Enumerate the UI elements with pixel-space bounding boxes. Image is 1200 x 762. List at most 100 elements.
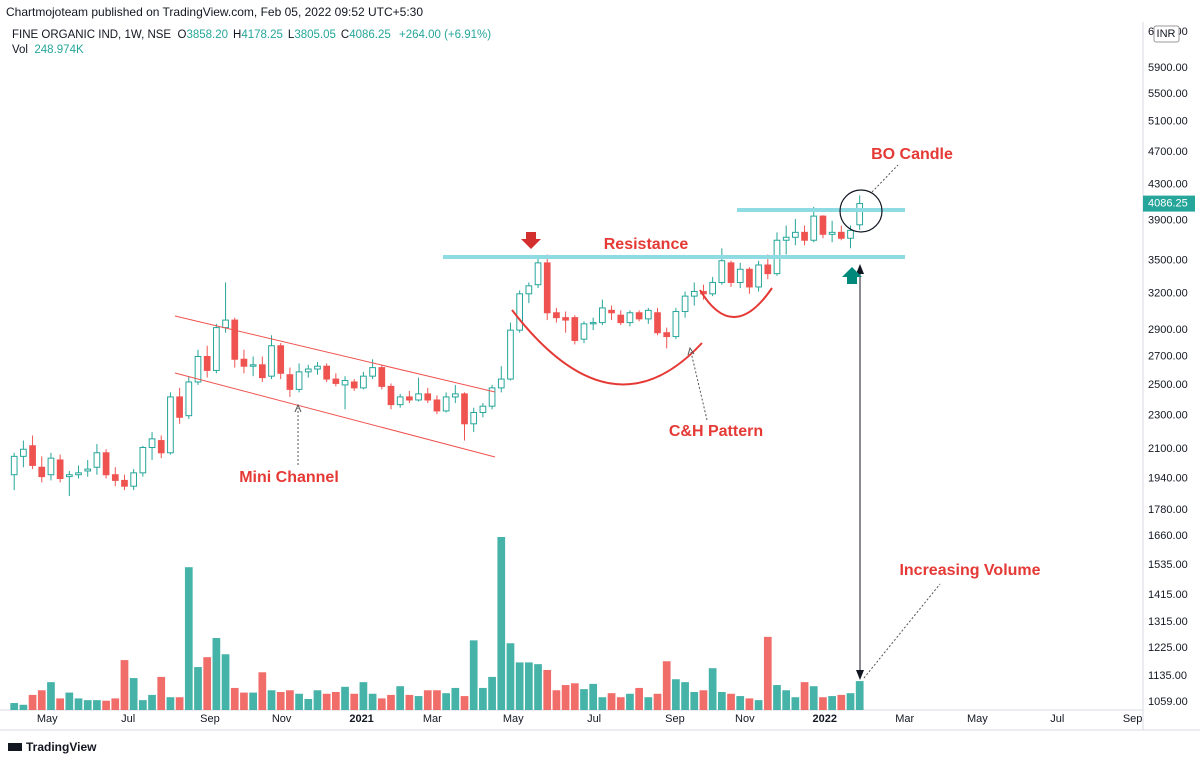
candle-body [589, 322, 597, 325]
annotation: Increasing Volume [899, 562, 1040, 579]
candle-body [433, 399, 441, 412]
y-tick-label: 2900.00 [1148, 324, 1188, 336]
y-tick-label: 1415.00 [1148, 589, 1188, 601]
field-value: 3805.05 [294, 29, 336, 41]
candle-body [516, 293, 524, 331]
volume-bar [423, 690, 432, 710]
volume-bar [276, 692, 285, 710]
volume-bar [414, 696, 423, 710]
x-tick-label: Mar [895, 713, 914, 725]
candle-body [10, 455, 18, 476]
volume-bar [203, 657, 212, 710]
candle-body [350, 381, 358, 389]
y-tick-label: 3200.00 [1148, 288, 1188, 300]
volume-bar [782, 690, 791, 710]
volume-bar [56, 698, 65, 710]
volume-bar [800, 682, 809, 710]
volume-bar [736, 696, 745, 710]
candle-body [277, 345, 285, 374]
y-tick-label: 2100.00 [1148, 443, 1188, 455]
volume-bar [387, 694, 395, 710]
candle-body [608, 309, 615, 314]
candle-body [222, 319, 229, 329]
volume-bar [589, 683, 598, 710]
candle-body [543, 262, 551, 314]
candle-body [792, 231, 799, 238]
x-tick-label: May [503, 713, 524, 725]
candle-body [461, 393, 468, 425]
volume-bar [230, 687, 239, 710]
symbol: FINE ORGANIC IND, 1W, NSE [12, 29, 172, 41]
candle-body [102, 452, 110, 476]
volume-bar [745, 698, 754, 710]
candle-body [93, 452, 101, 468]
candle-body [727, 262, 735, 283]
candle-body [231, 319, 239, 360]
published-note: Chartmojoteam published on TradingView.c… [6, 5, 424, 19]
volume-bar [331, 692, 340, 710]
currency-box [1153, 25, 1180, 43]
y-tick-label: 2700.00 [1148, 350, 1188, 362]
y-tick-label: 5900.00 [1148, 62, 1188, 74]
volume-bar [809, 686, 818, 710]
candle-body [782, 236, 790, 241]
candle-body [663, 332, 671, 338]
candle-body [451, 393, 459, 398]
candle-body [203, 356, 211, 371]
volume-bar [598, 697, 607, 710]
y-tick-label: 1225.00 [1148, 642, 1188, 654]
candle-body [690, 291, 698, 297]
x-tick-label: Nov [735, 713, 755, 725]
volume-bar [93, 700, 101, 710]
candle-body [167, 396, 174, 454]
annotation: BO Candle [871, 146, 953, 163]
volume-bar [111, 698, 120, 710]
vol-label: Vol [12, 44, 28, 56]
y-tick-label: 1059.00 [1148, 696, 1188, 708]
candle-body [819, 215, 827, 235]
volume-bar [10, 703, 19, 710]
candle-body [56, 459, 64, 480]
volume-bar [138, 700, 147, 710]
field-label: H [233, 29, 242, 41]
candle-body [681, 295, 689, 313]
volume-bar [524, 662, 533, 710]
volume-bar [148, 694, 156, 710]
volume-bar [662, 661, 671, 710]
volume-bar [19, 704, 28, 710]
candle-body [415, 393, 422, 401]
volume-bar [194, 667, 202, 710]
x-tick-label: Jul [121, 713, 135, 725]
volume-bar [488, 676, 496, 710]
volume-bar [708, 668, 717, 710]
candle-body [562, 317, 569, 321]
field-label: L [287, 29, 295, 41]
volume-bar [846, 693, 855, 710]
volume-bar [626, 693, 634, 710]
volume-bar [359, 682, 368, 710]
candle-body [553, 312, 560, 319]
volume-bar [37, 690, 46, 710]
volume-bar [313, 690, 322, 710]
volume-bar [28, 694, 37, 710]
y-tick-label: 4300.00 [1148, 179, 1188, 191]
volume-bar [240, 692, 248, 710]
candle-body [470, 411, 478, 425]
candle-body [672, 311, 680, 338]
last-price-badge [1143, 195, 1195, 212]
volume-bar [451, 687, 460, 710]
volume-bar [221, 654, 230, 710]
candle-body [258, 364, 266, 379]
ohlc-fields: O3858.20 H4178.25 L3805.05 C4086.25 [178, 29, 396, 41]
candle-body [644, 309, 652, 320]
x-tick-label: Jul [587, 713, 601, 725]
candle-body [213, 327, 220, 371]
candle-body [65, 474, 73, 478]
candle-body [360, 375, 367, 389]
y-tick-label: 1780.00 [1148, 504, 1188, 516]
marks [10, 195, 864, 710]
volume-bar [83, 700, 92, 710]
brand: TradingView [26, 740, 97, 754]
y-tick-label: 1535.00 [1148, 559, 1188, 571]
y-tick-label: 5500.00 [1148, 88, 1188, 100]
